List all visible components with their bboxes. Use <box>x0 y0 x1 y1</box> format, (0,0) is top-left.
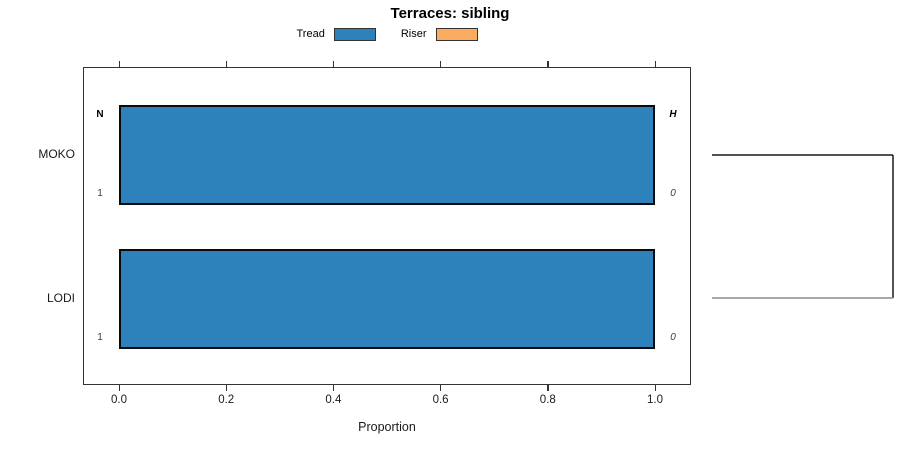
plot-area: 0.0 0.2 0.4 0.6 0.8 1.0 1 0 1 0 N H <box>83 61 691 406</box>
x-axis-tick-top <box>225 61 227 67</box>
x-axis-tick-top <box>440 61 442 67</box>
tread-color-swatch <box>333 27 376 41</box>
y-axis-label-lodi: LODI <box>46 291 75 305</box>
x-axis-tick-bottom <box>225 385 227 391</box>
x-axis-tick-bottom <box>440 385 442 391</box>
riser-color-swatch <box>435 27 478 41</box>
legend-label-riser: Riser <box>400 28 427 40</box>
x-axis-tick-top <box>332 61 335 67</box>
x-axis-tick-label: 0.2 <box>218 394 235 406</box>
chart-title: Terraces: sibling <box>390 5 510 22</box>
h-column-header: H <box>669 109 677 120</box>
legend-item-tread: Tread <box>297 27 376 41</box>
x-axis-tick-bottom <box>118 385 120 391</box>
x-axis-tick-label: 0.6 <box>432 394 449 406</box>
n-value-moko: 1 <box>97 188 103 199</box>
bar-tread-moko <box>119 105 655 205</box>
x-axis-tick-label: 1.0 <box>647 394 663 406</box>
h-value-moko: 0 <box>670 188 676 199</box>
x-axis-tick-bottom <box>332 385 335 391</box>
x-axis-tick-bottom <box>654 385 656 391</box>
h-value-lodi: 0 <box>670 332 676 343</box>
x-axis-tick-label: 0.4 <box>325 394 342 406</box>
x-axis-tick-bottom <box>547 385 549 391</box>
staircase-bracket <box>712 154 894 299</box>
x-axis-tick-top <box>654 61 656 67</box>
x-axis-tick-label: 0.8 <box>539 394 556 406</box>
y-axis-label-moko: MOKO <box>38 147 75 161</box>
x-axis-title: Proportion <box>358 420 416 434</box>
legend: Tread Riser <box>83 26 691 42</box>
x-axis-tick-top <box>118 61 120 67</box>
legend-label-tread: Tread <box>296 28 325 40</box>
n-column-header: N <box>96 109 104 120</box>
n-value-lodi: 1 <box>97 332 103 343</box>
x-axis-tick-label: 0.0 <box>111 394 127 406</box>
legend-item-riser: Riser <box>401 27 478 41</box>
bar-tread-lodi <box>119 249 655 349</box>
x-axis-tick-top <box>547 61 549 67</box>
